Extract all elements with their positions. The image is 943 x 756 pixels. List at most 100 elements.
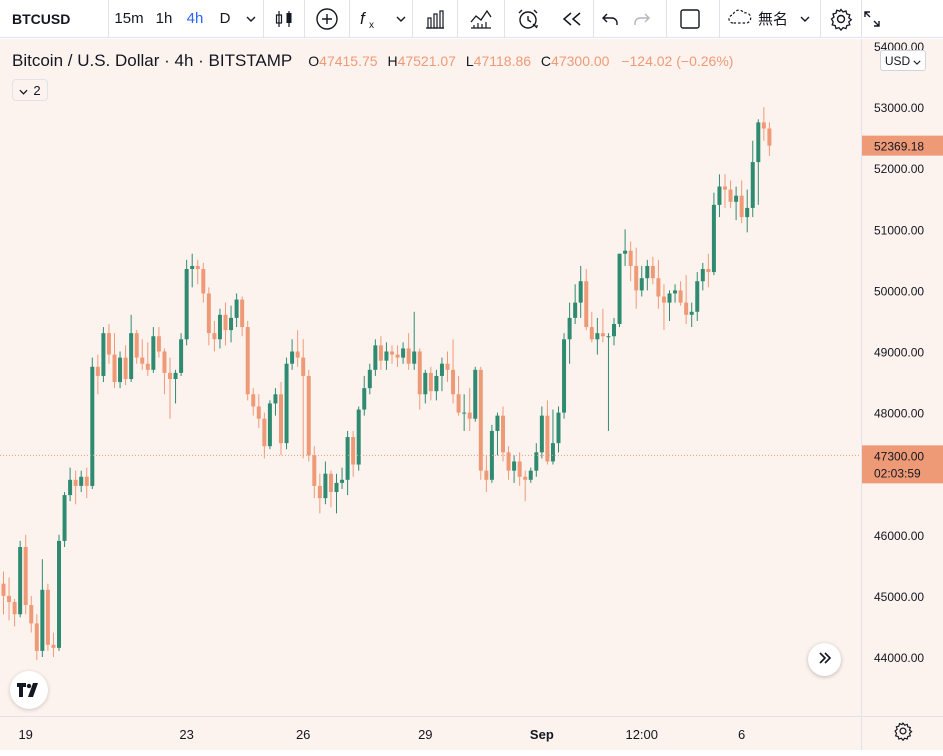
candle-body <box>79 476 84 486</box>
compare-plus-icon[interactable] <box>305 0 349 38</box>
redo-arrow-icon[interactable] <box>626 0 658 38</box>
candle-body <box>57 540 61 648</box>
candle <box>362 375 367 416</box>
candle <box>317 473 322 514</box>
candle <box>506 446 511 480</box>
candle-body <box>423 372 428 395</box>
candle-body <box>428 372 433 392</box>
candle <box>184 259 189 346</box>
candle <box>151 327 156 373</box>
templates-chart-icon[interactable] <box>458 0 504 38</box>
candle <box>667 290 672 321</box>
candle-body <box>684 302 689 315</box>
time-axis[interactable]: 19 23 26 29 Sep 12:00 6 <box>0 716 861 750</box>
legend-collapse-button[interactable]: 2 <box>12 79 48 101</box>
candle <box>68 467 73 502</box>
toolbar-divider <box>593 0 594 38</box>
candle-body <box>495 415 500 431</box>
candle-body <box>234 299 239 318</box>
candle-body <box>112 354 117 383</box>
alert-clock-icon[interactable] <box>505 0 551 38</box>
fullscreen-square-icon[interactable] <box>667 0 713 38</box>
chart-pane[interactable] <box>0 39 861 716</box>
toolbar-divider <box>666 0 667 38</box>
open-value: 47415.75 <box>319 53 378 69</box>
interval-dropdown-chevron-icon[interactable] <box>239 0 263 38</box>
candle-body <box>229 317 234 331</box>
candle-body <box>462 412 467 414</box>
candle <box>556 406 561 453</box>
interval-1h-button[interactable]: 1h <box>155 10 173 27</box>
candle <box>617 253 622 328</box>
layout-dropdown-chevron-icon[interactable] <box>794 0 816 38</box>
interval-4h-button[interactable]: 4h <box>186 10 204 27</box>
candle <box>612 317 616 346</box>
replay-rewind-icon[interactable] <box>551 0 593 38</box>
undo-arrow-icon[interactable] <box>594 0 626 38</box>
currency-selector[interactable]: USD <box>880 50 926 71</box>
interval-15m-button[interactable]: 15m <box>114 10 144 27</box>
candle <box>162 348 167 395</box>
candle-body <box>456 394 461 413</box>
candle <box>340 467 345 489</box>
candle-body <box>273 394 278 404</box>
candle-body <box>206 293 211 334</box>
price-tick-label: 51000.00 <box>874 223 924 237</box>
candle-body <box>51 644 56 648</box>
current-price-box <box>862 445 943 484</box>
candle <box>279 382 283 456</box>
candle-body <box>378 345 383 361</box>
candle <box>445 351 450 383</box>
candle <box>7 577 12 621</box>
maximize-arrows-icon[interactable] <box>862 0 882 38</box>
candle-body <box>761 122 766 129</box>
candle-body <box>501 415 505 453</box>
candle-body <box>606 336 611 338</box>
candle-body <box>62 495 67 541</box>
candle <box>328 470 333 508</box>
axis-settings-gear-icon[interactable] <box>893 721 913 746</box>
candle <box>623 229 628 266</box>
candle-body <box>723 186 727 190</box>
candle <box>145 342 150 376</box>
close-value: 47300.00 <box>551 53 610 69</box>
financials-bar-chart-icon[interactable] <box>413 0 457 38</box>
candle-style-icon[interactable] <box>264 0 304 38</box>
candle-body <box>478 369 483 471</box>
scroll-to-realtime-button[interactable] <box>808 643 841 676</box>
indicators-dropdown-chevron-icon[interactable] <box>390 0 412 38</box>
double-chevron-right-icon <box>818 651 832 669</box>
price-tick-label: 53000.00 <box>874 101 924 115</box>
candle <box>639 265 644 297</box>
candle <box>217 308 222 349</box>
candle-body <box>628 250 633 266</box>
axis-settings-corner[interactable] <box>861 716 943 750</box>
candle-body <box>612 324 616 337</box>
layout-name-button[interactable]: 無名 <box>720 0 794 38</box>
candle <box>284 357 289 450</box>
price-axis[interactable]: 54000.00 53000.00 52000.00 51000.00 50000.00… <box>861 39 943 716</box>
symbol-title[interactable]: Bitcoin / U.S. Dollar · 4h · BITSTAMP <box>12 51 293 70</box>
candle-body <box>267 403 272 447</box>
symbol-search-button[interactable]: BTCUSD <box>12 10 71 27</box>
candle <box>684 275 689 325</box>
interval-d-button[interactable]: D <box>219 10 231 27</box>
candle <box>562 333 567 419</box>
toolbar-divider <box>861 0 862 38</box>
candle <box>673 284 678 303</box>
low-value: 47118.86 <box>473 53 532 69</box>
candle <box>484 455 489 493</box>
candle-body <box>173 372 178 379</box>
settings-gear-icon[interactable] <box>821 0 861 38</box>
candlestick-chart[interactable] <box>0 39 861 716</box>
candle <box>57 534 61 651</box>
time-tick-label: 26 <box>296 727 310 742</box>
candle-body <box>489 430 494 480</box>
candle <box>678 281 683 306</box>
candle <box>451 339 456 404</box>
tradingview-logo[interactable] <box>10 671 48 709</box>
price-tick-label: 44000.00 <box>874 651 924 665</box>
candle <box>378 336 383 370</box>
candle <box>661 284 666 331</box>
